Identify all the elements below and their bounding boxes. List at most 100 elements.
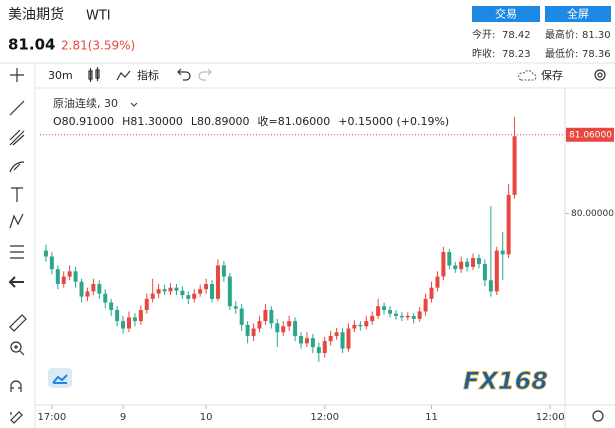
legend-change: +0.15000 (+0.19%) — [338, 115, 449, 128]
candle-body — [399, 315, 404, 318]
candle-body — [417, 311, 422, 319]
candle-body — [453, 265, 458, 270]
candle-body — [132, 317, 137, 322]
indicator-icon[interactable] — [116, 70, 131, 81]
stat-label: 最高价: — [545, 28, 578, 41]
candle-body — [109, 302, 114, 310]
candle-body — [364, 321, 369, 327]
fullscreen-button[interactable] — [545, 6, 611, 22]
candle-body — [251, 328, 256, 336]
candle-body — [180, 290, 185, 296]
x-tick-label: 10 — [200, 412, 213, 423]
candle-body — [85, 291, 90, 297]
candle-body — [239, 308, 244, 325]
candle-body — [210, 283, 215, 299]
axis-settings-button[interactable] — [592, 410, 604, 422]
candle-body — [227, 276, 232, 307]
candle-body — [233, 306, 238, 309]
candle-body — [138, 309, 143, 322]
candle-body — [168, 287, 173, 292]
redo-button[interactable] — [198, 68, 212, 81]
candle-body — [221, 265, 226, 277]
candle-body — [310, 338, 315, 348]
candle-body — [328, 335, 333, 342]
candle-body — [245, 324, 250, 336]
legend-dropdown[interactable] — [130, 102, 138, 107]
candle-body — [494, 250, 499, 292]
candle-body — [506, 194, 511, 255]
trade-button[interactable] — [472, 6, 540, 22]
candle-body — [393, 313, 398, 316]
candle-body — [411, 315, 416, 319]
candle-body — [334, 332, 339, 336]
candle-body — [370, 315, 375, 322]
save-button[interactable]: 保存 — [541, 68, 563, 82]
x-tick-label: 12:00 — [310, 412, 339, 423]
candle-body — [287, 321, 292, 327]
candle-body — [304, 338, 309, 344]
price-change: 2.81(3.59%) — [61, 39, 135, 53]
candle-body — [512, 136, 517, 195]
candle-body — [79, 281, 84, 297]
candle-body — [388, 309, 392, 314]
candle-body — [382, 306, 387, 310]
price-label-box — [566, 127, 614, 142]
candle-body — [352, 324, 357, 329]
candle-body — [488, 280, 493, 292]
undo-button[interactable] — [177, 68, 191, 81]
candle-body — [299, 335, 304, 344]
legend-close: 收=81.06000 — [258, 114, 331, 128]
candle-body — [156, 289, 161, 294]
indicator-button[interactable]: 指标 — [137, 68, 159, 82]
settings-button[interactable] — [594, 69, 606, 81]
fullscreen-button-label[interactable]: 全屏 — [567, 7, 589, 21]
candle-body — [192, 293, 197, 299]
candle-body — [500, 250, 505, 255]
candle-body — [43, 250, 48, 257]
x-tick-label: 12:00 — [536, 412, 565, 423]
candle-body — [67, 271, 72, 277]
candle-body — [316, 347, 321, 354]
watermark: FX168 — [463, 367, 548, 395]
candle-body — [126, 317, 131, 329]
candle-body — [198, 289, 203, 294]
instrument-symbol: WTI — [86, 9, 111, 24]
legend-high: H81.30000 — [122, 115, 183, 128]
candle-body — [465, 261, 470, 267]
candle-body — [376, 306, 381, 316]
candle-body — [91, 283, 96, 292]
x-tick-label: 9 — [120, 412, 126, 423]
candle-body — [121, 321, 126, 329]
candle-body — [441, 252, 446, 277]
stat-value: 81.30 — [582, 30, 611, 41]
candle-body — [269, 309, 274, 324]
candle-body — [103, 293, 108, 303]
candle-body — [162, 289, 167, 292]
candle-body — [144, 298, 149, 310]
candle-body — [482, 263, 487, 281]
candle-body — [55, 269, 60, 284]
candle-body — [358, 324, 363, 327]
candle-body — [204, 283, 209, 290]
x-tick-label: 11 — [425, 412, 438, 423]
candle-body — [435, 276, 440, 288]
candle-body — [322, 341, 327, 354]
candle-body — [257, 321, 262, 329]
candle-body — [263, 309, 268, 322]
candle-body — [115, 309, 120, 322]
chart-type-button[interactable] — [88, 67, 100, 82]
candle-body — [215, 265, 220, 299]
trade-button-label[interactable]: 交易 — [495, 7, 517, 21]
x-tick-label: 17:00 — [37, 412, 66, 423]
legend-series: 原油连续, 30 — [53, 96, 118, 110]
stat-value: 78.23 — [502, 49, 531, 60]
candle-body — [49, 256, 54, 270]
y-tick-label: 80.00000 — [571, 209, 614, 219]
candle-body — [97, 283, 102, 294]
drawing-tools[interactable] — [8, 68, 27, 424]
cloud-icon[interactable] — [518, 70, 537, 81]
legend-open: O80.91000 — [53, 115, 114, 128]
stat-label: 今开: — [472, 28, 495, 41]
interval-button[interactable]: 30m — [48, 69, 73, 82]
candle-body — [447, 252, 452, 266]
